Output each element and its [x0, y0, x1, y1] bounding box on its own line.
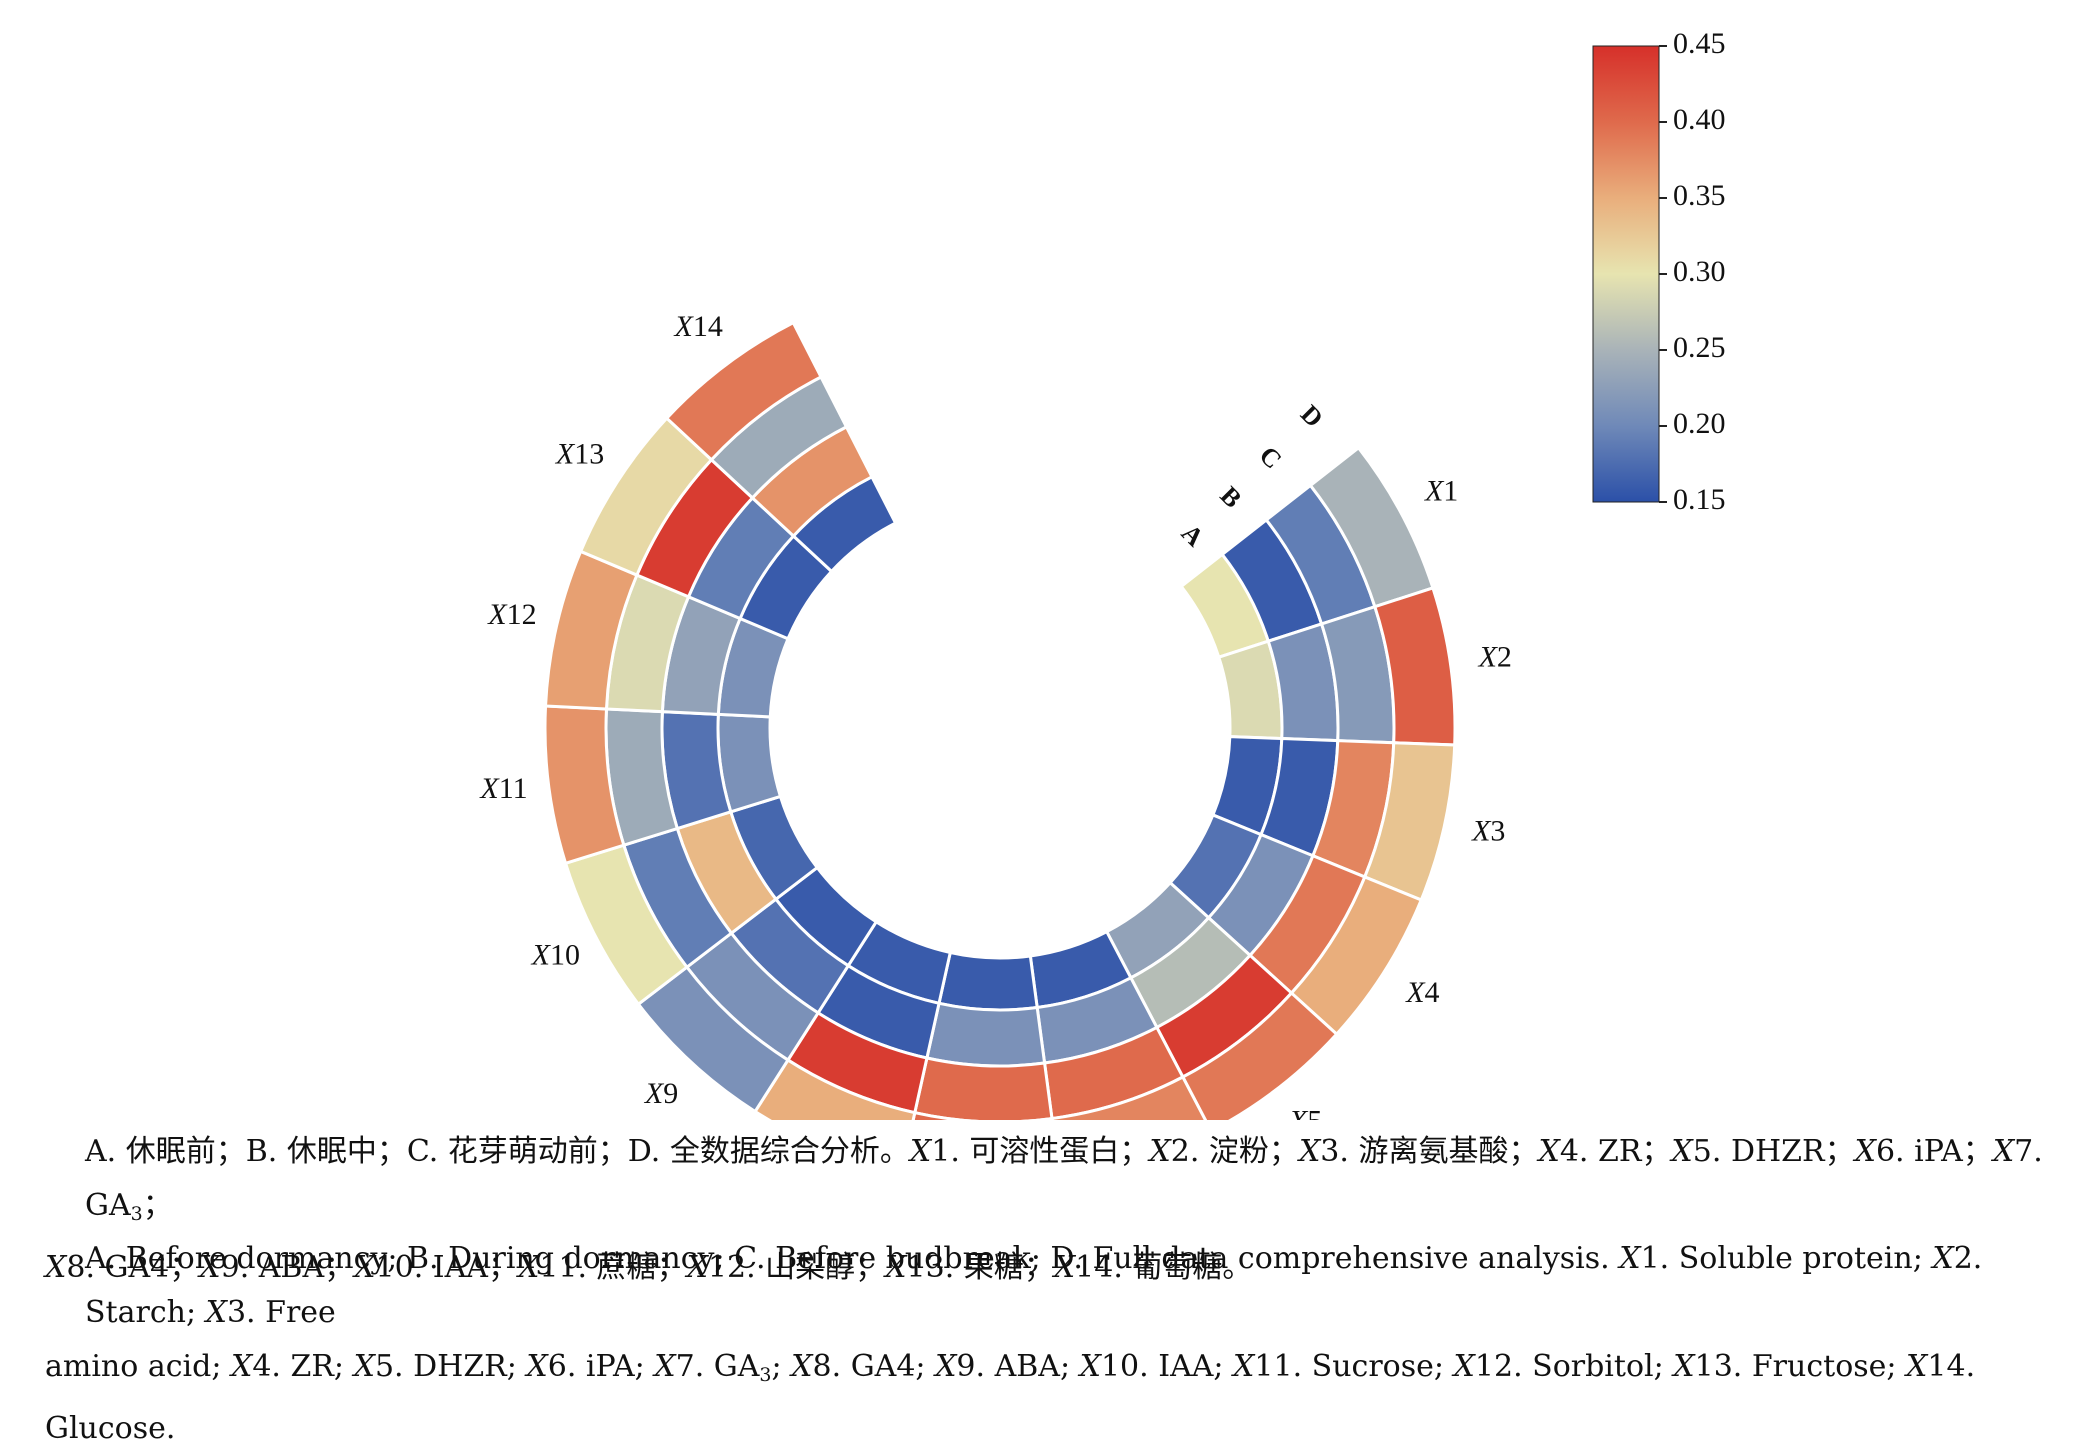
heatmap-cell-C-X7: [913, 1056, 1054, 1120]
caption-en-line-1: A. Before dormancy; B. During dormancy; …: [85, 1241, 1983, 1330]
category-label-x5: X5: [1288, 1105, 1322, 1120]
colorbar-tick-label: 0.45: [1673, 27, 1726, 60]
category-labels: X1X2X3X4X5X6X7X8X9X10X11X12X13X14: [479, 310, 1512, 1120]
ring-label-a: A: [1176, 518, 1210, 552]
category-label-x11: X11: [479, 772, 527, 805]
category-label-x12: X12: [487, 598, 536, 631]
caption-chinese: A. 休眠前；B. 休眠中；C. 花芽萌动前；D. 全数据综合分析。X1. 可溶…: [45, 1125, 2065, 1295]
ring-label-c: C: [1254, 441, 1288, 475]
colorbar-tick-label: 0.15: [1673, 483, 1726, 516]
colorbar-tick-label: 0.35: [1673, 179, 1726, 212]
caption-english: A. Before dormancy; B. During dormancy; …: [45, 1232, 2065, 1456]
colorbar-tick-label: 0.40: [1673, 103, 1726, 136]
colorbar-tick-label: 0.30: [1673, 255, 1726, 288]
ring-label-b: B: [1215, 481, 1248, 514]
caption-zh-line-2: X8. GA4；X9. ABA；X10. IAA；X11. 蔗糖；X12. 山梨…: [45, 1250, 1253, 1285]
heatmap-cell-D-X14: [664, 320, 824, 462]
category-label-x3: X3: [1471, 814, 1505, 847]
category-label-x10: X10: [531, 938, 580, 971]
heatmap-cells: [543, 320, 1457, 1120]
caption-en-line-2: amino acid; X4. ZR; X5. DHZR; X6. iPA; X…: [45, 1349, 1976, 1446]
category-label-x14: X14: [674, 310, 723, 343]
colorbar-gradient: [1592, 45, 1660, 503]
colorbar-tick-label: 0.25: [1673, 331, 1726, 364]
category-label-x2: X2: [1478, 640, 1512, 673]
heatmap-cell-B-X7: [925, 1001, 1047, 1068]
category-label-x4: X4: [1405, 976, 1439, 1009]
caption-zh-line-1: A. 休眠前；B. 休眠中；C. 花芽萌动前；D. 全数据综合分析。X1. 可溶…: [85, 1134, 2043, 1225]
colorbar: 0.45 0.40 0.35 0.30 0.25 0.20 0.15: [1592, 27, 1726, 516]
category-label-x13: X13: [555, 437, 604, 470]
colorbar-tick-label: 0.20: [1673, 407, 1726, 440]
category-label-x9: X9: [644, 1077, 678, 1110]
category-label-x1: X1: [1424, 474, 1458, 507]
heatmap-cell-A-X7: [937, 950, 1039, 1012]
ring-label-d: D: [1295, 399, 1329, 433]
